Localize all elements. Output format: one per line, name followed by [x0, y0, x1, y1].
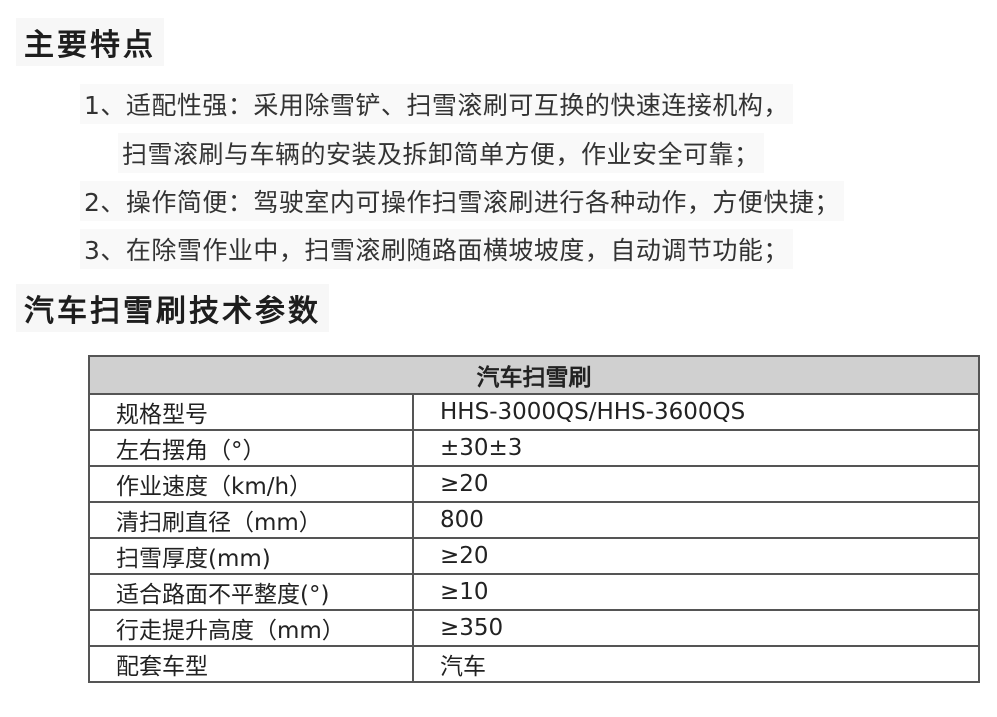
- specs-heading: 汽车扫雪刷技术参数: [16, 284, 329, 332]
- table-row: 行走提升高度（mm） ≥350: [88, 609, 980, 647]
- table-row: 左右摆角（°） ±30±3: [88, 429, 980, 467]
- row-value: ±30±3: [412, 429, 980, 467]
- table-row: 适合路面不平整度(°) ≥10: [88, 573, 980, 611]
- row-value: 汽车: [412, 645, 980, 683]
- row-label: 清扫刷直径（mm）: [88, 501, 414, 539]
- row-label: 配套车型: [88, 645, 414, 683]
- row-value: ≥10: [412, 573, 980, 611]
- feature-item-3: 3、在除雪作业中，扫雪滚刷随路面横坡坡度，自动调节功能；: [80, 229, 793, 269]
- row-label: 适合路面不平整度(°): [88, 573, 414, 611]
- feature-item-2: 2、操作简便：驾驶室内可操作扫雪滚刷进行各种动作，方便快捷；: [80, 181, 844, 221]
- row-label: 规格型号: [88, 393, 414, 431]
- table-row: 清扫刷直径（mm） 800: [88, 501, 980, 539]
- row-value: 800: [412, 501, 980, 539]
- specs-table: 汽车扫雪刷 规格型号 HHS-3000QS/HHS-3600QS 左右摆角（°） ±…: [88, 355, 980, 683]
- row-label: 扫雪厚度(mm): [88, 537, 414, 575]
- table-row: 规格型号 HHS-3000QS/HHS-3600QS: [88, 393, 980, 431]
- table-row: 扫雪厚度(mm) ≥20: [88, 537, 980, 575]
- row-value: ≥20: [412, 465, 980, 503]
- table-row: 配套车型 汽车: [88, 645, 980, 683]
- row-label: 行走提升高度（mm）: [88, 609, 414, 647]
- row-label: 作业速度（km/h）: [88, 465, 414, 503]
- feature-item-1: 1、适配性强：采用除雪铲、扫雪滚刷可互换的快速连接机构，: [80, 84, 793, 124]
- features-heading: 主要特点: [16, 18, 164, 66]
- table-row: 作业速度（km/h） ≥20: [88, 465, 980, 503]
- row-value: ≥20: [412, 537, 980, 575]
- feature-item-1-cont: 扫雪滚刷与车辆的安装及拆卸简单方便，作业安全可靠；: [118, 133, 764, 173]
- row-value: HHS-3000QS/HHS-3600QS: [412, 393, 980, 431]
- table-header: 汽车扫雪刷: [88, 355, 980, 395]
- row-label: 左右摆角（°）: [88, 429, 414, 467]
- row-value: ≥350: [412, 609, 980, 647]
